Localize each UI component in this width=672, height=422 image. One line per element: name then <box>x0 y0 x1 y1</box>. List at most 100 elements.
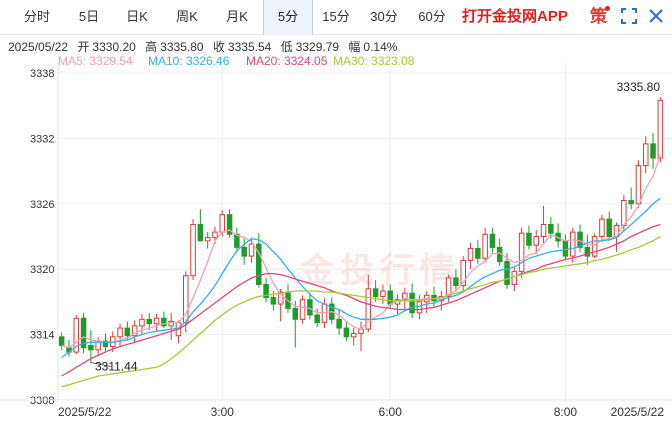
tab-60-min[interactable]: 60分 <box>418 9 446 24</box>
low-label: 低 <box>280 40 293 54</box>
y-tick-label: 3320 <box>30 264 54 276</box>
candle-body <box>117 327 123 338</box>
candle-body <box>270 297 277 305</box>
x-tick-label: 8:00 <box>554 405 578 419</box>
close-icon[interactable] <box>648 8 664 24</box>
min-annotation-line <box>90 362 111 367</box>
candle-body <box>482 233 488 259</box>
candle-body <box>416 301 423 314</box>
candle-body <box>650 143 656 159</box>
period-tab-bar: 分时 5日 日K 周K 月K 5分 15分 30分 60分 打开金投网APP 策 <box>0 0 672 35</box>
candle-body <box>489 233 496 248</box>
candle-body <box>146 318 153 325</box>
watermark-text: 金投行情 <box>299 251 460 291</box>
candle-body <box>343 327 350 338</box>
y-tick-label: 3332 <box>30 133 54 145</box>
candle-body <box>307 299 313 316</box>
candle-body <box>621 200 627 227</box>
candle-body <box>599 218 605 237</box>
x-tick-label: 2025/5/22 <box>58 405 112 419</box>
candle-body <box>153 317 160 325</box>
candle-body <box>350 333 357 338</box>
candle-body <box>299 299 306 320</box>
candle-body <box>241 246 247 257</box>
ma5-legend: MA5: 3329.54 <box>58 54 133 68</box>
x-tick-label: 3:00 <box>211 405 235 419</box>
candle-body <box>606 218 613 237</box>
candle-body <box>226 214 233 235</box>
candle-body <box>540 224 547 237</box>
strategy-button[interactable]: 策 <box>590 7 607 26</box>
ma30-legend: MA30: 3323.08 <box>333 54 415 68</box>
x-tick-label: 6:00 <box>379 405 403 419</box>
candle-body <box>234 233 240 248</box>
tab-weekly-k[interactable]: 周K <box>176 9 198 24</box>
candle-body <box>635 165 642 205</box>
candle-body <box>277 291 284 305</box>
tab-intraday[interactable]: 分时 <box>23 9 50 24</box>
candle-body <box>387 290 393 305</box>
tab-15-min[interactable]: 15分 <box>322 9 350 24</box>
candle-body <box>358 328 364 335</box>
candle-body <box>197 224 204 242</box>
candle-body <box>131 325 138 337</box>
candle-body <box>256 243 262 285</box>
candle-body <box>139 318 145 327</box>
candle-body <box>365 288 372 330</box>
candle-body <box>467 247 474 261</box>
ma20-line <box>61 223 661 377</box>
candle-body <box>657 99 664 159</box>
fullscreen-icon[interactable] <box>621 8 637 24</box>
candle-body <box>533 236 539 246</box>
notification-dot <box>605 6 610 11</box>
candle-body <box>445 277 452 297</box>
high-label: 高 <box>145 40 158 54</box>
candle-body <box>569 231 576 257</box>
open-app-link[interactable]: 打开金投网APP <box>462 8 568 25</box>
candle-body <box>372 288 379 297</box>
ma5-line <box>61 154 661 349</box>
candle-body <box>409 292 415 314</box>
tab-30-min[interactable]: 30分 <box>370 9 398 24</box>
tab-monthly-k[interactable]: 月K <box>226 9 248 24</box>
candle-body <box>219 214 226 233</box>
min-annotation: 3311.44 <box>95 360 138 374</box>
candle-body <box>548 224 554 234</box>
candle-body <box>402 292 408 301</box>
low-value: 3329.79 <box>295 40 340 54</box>
candle-body <box>88 345 94 351</box>
candle-body <box>526 232 532 246</box>
y-tick-label: 3314 <box>30 330 54 342</box>
candle-body <box>314 314 320 324</box>
info-date: 2025/05/22 <box>8 40 69 54</box>
y-tick-label: 3308 <box>30 395 54 407</box>
candle-body <box>102 340 109 348</box>
candle-body <box>591 236 598 257</box>
candle-body <box>263 283 269 299</box>
candle-body <box>168 321 174 327</box>
candle-body <box>460 259 466 287</box>
close-value: 3335.54 <box>227 40 272 54</box>
tab-5-day[interactable]: 5日 <box>78 9 100 24</box>
ma20-legend: MA20: 3324.05 <box>246 54 328 68</box>
candle-body <box>161 317 167 327</box>
candle-body <box>584 246 591 257</box>
candle-body <box>124 327 131 337</box>
candle-body <box>73 317 80 353</box>
close-label: 收 <box>212 40 225 54</box>
ma10-legend: MA10: 3326.46 <box>148 54 230 68</box>
ma30-line <box>61 235 661 388</box>
candle-body <box>577 231 583 248</box>
candle-body <box>518 232 525 272</box>
tab-daily-k[interactable]: 日K <box>126 9 148 24</box>
candle-body <box>453 277 459 287</box>
open-label: 开 <box>77 40 90 54</box>
max-annotation: 3335.80 <box>617 80 661 94</box>
ma10-line <box>61 197 661 359</box>
open-value: 3330.20 <box>92 40 136 54</box>
tab-5-min[interactable]: 5分 <box>263 0 313 35</box>
y-tick-label: 3338 <box>30 68 54 80</box>
candle-body <box>628 200 634 205</box>
